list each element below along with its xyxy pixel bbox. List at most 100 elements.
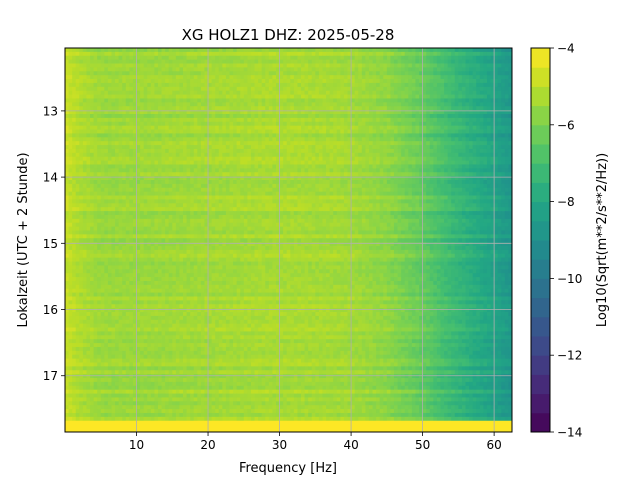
heatmap-cell <box>458 48 463 53</box>
heatmap-cell <box>236 71 241 76</box>
heatmap-cell <box>265 180 270 185</box>
heatmap-cell <box>372 117 377 123</box>
heatmap-cell <box>125 160 130 165</box>
heatmap-cell <box>426 63 431 68</box>
heatmap-cell <box>379 187 384 193</box>
heatmap-cell <box>411 156 416 161</box>
heatmap-cell <box>368 148 373 154</box>
heatmap-cell <box>451 145 456 150</box>
heatmap-cell <box>272 172 277 177</box>
heatmap-cell <box>208 79 213 84</box>
heatmap-cell <box>157 133 162 138</box>
heatmap-cell <box>129 164 134 169</box>
heatmap-cell <box>75 180 80 185</box>
heatmap-cell <box>190 94 195 99</box>
heatmap-cell <box>486 176 491 181</box>
heatmap-cell <box>93 106 98 111</box>
heatmap-cell <box>115 191 120 196</box>
heatmap-cell <box>115 59 120 64</box>
heatmap-cell <box>258 133 263 138</box>
heatmap-cell <box>504 191 509 196</box>
heatmap-cell <box>436 195 441 200</box>
heatmap-cell <box>115 141 120 146</box>
heatmap-cell <box>472 55 477 61</box>
heatmap-cell <box>301 71 305 76</box>
heatmap-cell <box>268 137 273 142</box>
heatmap-cell <box>229 75 234 80</box>
heatmap-cell <box>68 110 73 115</box>
heatmap-cell <box>154 55 159 61</box>
heatmap-cell <box>422 90 427 95</box>
heatmap-cell <box>404 94 409 99</box>
heatmap-cell <box>247 183 252 189</box>
heatmap-cell <box>458 79 463 84</box>
heatmap-cell <box>150 187 155 193</box>
heatmap-cell <box>358 63 363 68</box>
heatmap-cell <box>308 187 313 193</box>
heatmap-cell <box>393 164 398 169</box>
heatmap-cell <box>372 98 377 103</box>
heatmap-cell <box>215 55 220 61</box>
heatmap-cell <box>429 63 434 68</box>
heatmap-cell <box>497 59 502 64</box>
heatmap-cell <box>186 82 191 88</box>
heatmap-cell <box>154 117 159 123</box>
heatmap-cell <box>490 129 495 134</box>
heatmap-cell <box>429 75 434 80</box>
heatmap-cell <box>68 114 73 119</box>
heatmap-cell <box>200 133 205 138</box>
heatmap-cell <box>329 86 334 92</box>
heatmap-cell <box>447 75 452 80</box>
heatmap-cell <box>301 145 305 150</box>
heatmap-cell <box>433 172 438 177</box>
heatmap-cell <box>465 125 470 130</box>
heatmap-cell <box>315 117 320 123</box>
heatmap-cell <box>265 86 270 92</box>
heatmap-cell <box>82 129 87 134</box>
heatmap-cell <box>218 160 223 165</box>
heatmap-cell <box>215 152 220 158</box>
heatmap-cell <box>75 164 80 169</box>
heatmap-cell <box>415 137 420 142</box>
heatmap-cell <box>100 199 105 204</box>
heatmap-cell <box>122 129 127 134</box>
heatmap-cell <box>233 176 238 181</box>
heatmap-cell <box>461 168 466 173</box>
heatmap-cell <box>218 191 223 196</box>
heatmap-cell <box>143 176 148 181</box>
heatmap-cell <box>183 110 187 115</box>
heatmap-cell <box>93 191 98 196</box>
heatmap-cell <box>229 106 234 111</box>
heatmap-cell <box>379 102 384 107</box>
heatmap-cell <box>125 102 130 107</box>
heatmap-cell <box>376 183 381 189</box>
heatmap-cell <box>365 117 370 123</box>
heatmap-cell <box>265 164 270 169</box>
heatmap-cell <box>247 79 252 84</box>
heatmap-cell <box>161 125 166 130</box>
heatmap-cell <box>419 121 423 127</box>
heatmap-cell <box>301 106 305 111</box>
heatmap-cell <box>322 98 327 103</box>
heatmap-cell <box>197 148 202 154</box>
heatmap-cell <box>333 82 338 88</box>
heatmap-cell <box>458 187 463 193</box>
heatmap-cell <box>361 82 366 88</box>
heatmap-cell <box>336 121 341 127</box>
heatmap-cell <box>501 121 506 127</box>
heatmap-cell <box>451 125 456 130</box>
heatmap-cell <box>79 199 84 204</box>
heatmap-cell <box>222 86 227 92</box>
heatmap-cell <box>376 106 381 111</box>
heatmap-cell <box>293 199 298 204</box>
heatmap-cell <box>143 106 148 111</box>
heatmap-cell <box>433 129 438 134</box>
heatmap-cell <box>490 164 495 169</box>
heatmap-cell <box>100 148 105 154</box>
heatmap-cell <box>304 51 309 57</box>
heatmap-cell <box>229 133 234 138</box>
heatmap-cell <box>469 148 474 154</box>
heatmap-cell <box>140 82 145 88</box>
heatmap-cell <box>97 55 102 61</box>
heatmap-cell <box>125 67 130 72</box>
